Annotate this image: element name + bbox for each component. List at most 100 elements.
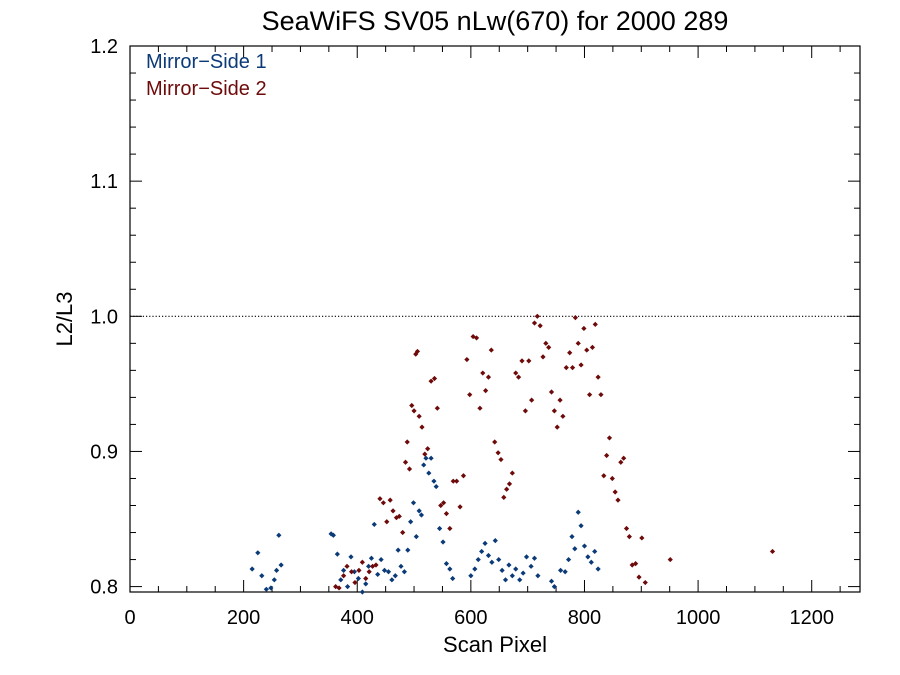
point-mirror-side-2 — [623, 525, 630, 532]
point-mirror-side-2 — [504, 486, 510, 492]
point-mirror-side-2 — [534, 313, 540, 319]
data-points — [249, 313, 776, 595]
point-mirror-side-2 — [454, 478, 460, 484]
point-mirror-side-1 — [433, 483, 439, 490]
x-tick-label: 800 — [568, 607, 601, 629]
point-mirror-side-2 — [428, 378, 434, 384]
point-mirror-side-2 — [460, 473, 467, 479]
point-mirror-side-2 — [581, 325, 587, 332]
point-mirror-side-1 — [378, 556, 384, 563]
point-mirror-side-2 — [586, 392, 593, 398]
point-mirror-side-2 — [540, 354, 546, 360]
point-mirror-side-2 — [578, 362, 584, 368]
point-mirror-side-1 — [418, 512, 425, 518]
x-tick-label: 1200 — [789, 607, 834, 629]
legend: Mirror−Side 1 Mirror−Side 2 — [146, 51, 267, 100]
point-mirror-side-1 — [502, 577, 509, 583]
y-axis-label: L2/L3 — [52, 291, 77, 346]
point-mirror-side-1 — [259, 573, 265, 579]
point-mirror-side-1 — [365, 563, 372, 569]
point-mirror-side-1 — [408, 519, 414, 525]
point-mirror-side-1 — [513, 566, 519, 572]
point-mirror-side-2 — [363, 575, 369, 582]
point-mirror-side-1 — [428, 455, 434, 461]
point-mirror-side-2 — [356, 567, 362, 573]
point-mirror-side-1 — [565, 556, 572, 563]
x-tick-label: 0 — [124, 607, 135, 629]
point-mirror-side-1 — [276, 532, 282, 538]
point-mirror-side-2 — [373, 562, 379, 568]
point-mirror-side-1 — [468, 573, 474, 579]
y-tick-label: 0.8 — [90, 577, 118, 599]
y-tick-label: 0.9 — [90, 441, 118, 463]
point-mirror-side-2 — [575, 340, 581, 346]
point-mirror-side-1 — [278, 562, 284, 568]
point-mirror-side-2 — [636, 574, 642, 580]
point-mirror-side-1 — [348, 554, 354, 560]
point-mirror-side-1 — [249, 566, 255, 572]
x-tick-label: 600 — [454, 607, 487, 629]
point-mirror-side-2 — [567, 350, 573, 356]
point-mirror-side-2 — [569, 365, 576, 371]
point-mirror-side-2 — [498, 456, 504, 463]
point-mirror-side-2 — [554, 424, 560, 430]
point-mirror-side-2 — [483, 388, 489, 394]
point-mirror-side-2 — [506, 481, 513, 487]
point-mirror-side-1 — [585, 554, 591, 560]
point-mirror-side-2 — [434, 405, 440, 411]
point-mirror-side-2 — [414, 348, 421, 355]
legend-item-mirror-side-1: Mirror−Side 1 — [146, 51, 267, 73]
point-mirror-side-2 — [526, 358, 532, 364]
point-mirror-side-1 — [499, 567, 505, 573]
point-mirror-side-2 — [589, 344, 596, 350]
plot-area — [129, 45, 861, 595]
point-mirror-side-1 — [363, 581, 369, 587]
point-mirror-side-1 — [569, 533, 575, 540]
point-mirror-side-1 — [443, 561, 450, 567]
point-mirror-side-2 — [546, 344, 552, 350]
point-mirror-side-1 — [506, 562, 512, 568]
point-mirror-side-1 — [450, 575, 456, 582]
point-mirror-side-1 — [485, 552, 492, 559]
point-mirror-side-2 — [513, 370, 519, 376]
x-axis-label: Scan Pixel — [443, 632, 547, 657]
point-mirror-side-1 — [375, 571, 381, 578]
point-mirror-side-2 — [592, 321, 598, 328]
point-mirror-side-1 — [431, 478, 437, 484]
point-mirror-side-1 — [401, 569, 407, 575]
point-mirror-side-1 — [492, 538, 498, 544]
point-mirror-side-1 — [338, 577, 344, 583]
point-mirror-side-1 — [423, 455, 429, 461]
point-mirror-side-2 — [488, 347, 494, 353]
point-mirror-side-2 — [366, 569, 372, 575]
point-mirror-side-1 — [548, 578, 555, 584]
point-mirror-side-1 — [421, 462, 427, 468]
point-mirror-side-2 — [639, 535, 645, 541]
point-mirror-side-2 — [440, 500, 447, 506]
point-mirror-side-2 — [393, 515, 400, 521]
point-mirror-side-2 — [572, 315, 578, 321]
point-mirror-side-2 — [425, 446, 431, 452]
y-axis-tick-labels: 0.8 0.9 1.0 1.1 1.2 — [90, 36, 118, 599]
point-mirror-side-1 — [330, 532, 336, 538]
point-mirror-side-1 — [551, 583, 557, 590]
point-mirror-side-2 — [384, 519, 390, 525]
point-mirror-side-2 — [551, 408, 557, 414]
point-mirror-side-1 — [359, 589, 365, 595]
point-mirror-side-2 — [595, 374, 601, 380]
point-mirror-side-1 — [479, 548, 485, 555]
point-mirror-side-2 — [598, 392, 604, 398]
point-mirror-side-2 — [560, 413, 566, 419]
point-mirror-side-2 — [485, 374, 492, 380]
x-tick-label: 1000 — [676, 607, 721, 629]
point-mirror-side-1 — [496, 556, 502, 563]
point-mirror-side-1 — [588, 559, 594, 565]
point-mirror-side-2 — [515, 374, 522, 380]
point-mirror-side-2 — [604, 452, 610, 459]
y-tick-label: 1.0 — [90, 306, 118, 328]
point-mirror-side-2 — [359, 559, 365, 565]
point-mirror-side-1 — [255, 550, 261, 556]
point-mirror-side-2 — [537, 323, 543, 329]
point-mirror-side-2 — [402, 459, 409, 465]
